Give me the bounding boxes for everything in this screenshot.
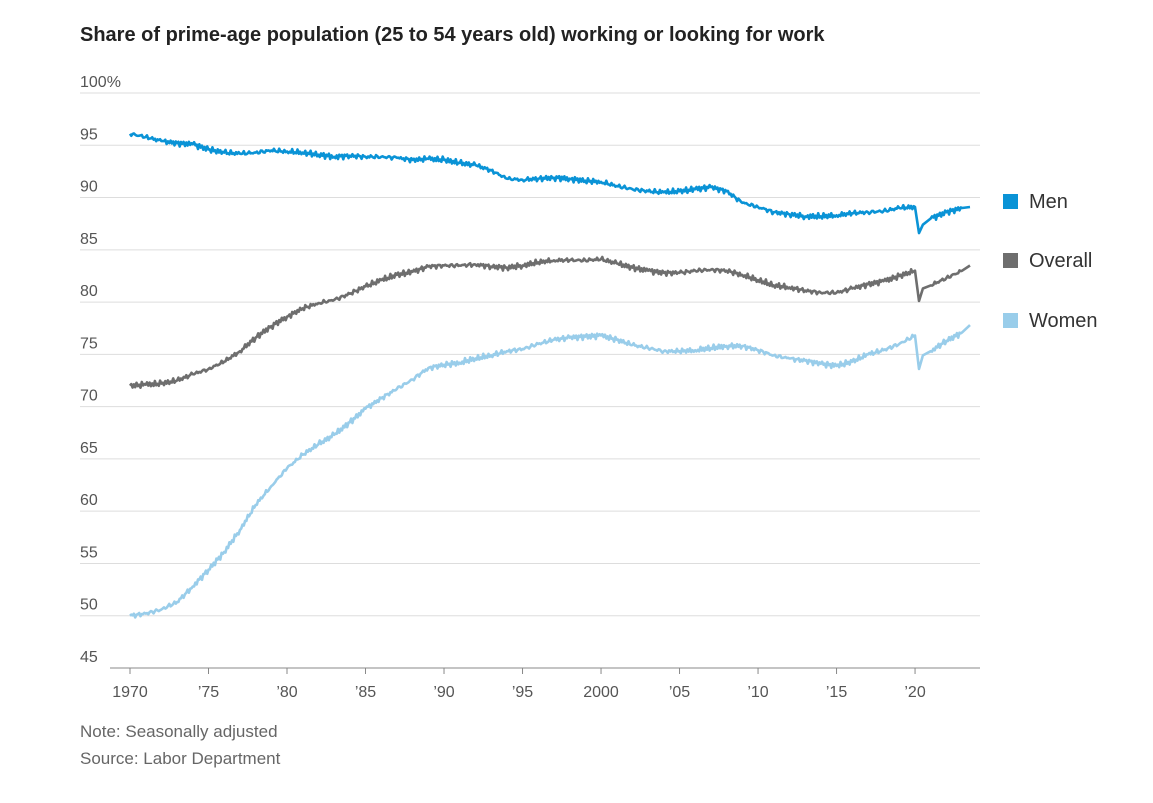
x-tick-label: ’10 (747, 684, 768, 701)
legend: Men Overall Women (1003, 191, 1098, 332)
y-tick-label: 65 (80, 440, 98, 457)
y-tick-label: 45 (80, 649, 98, 666)
y-tick-label: 50 (80, 597, 98, 614)
x-tick-label: ’95 (512, 684, 533, 701)
y-tick-label: 60 (80, 492, 98, 509)
y-tick-label: 100% (80, 74, 121, 91)
x-tick-label: ’75 (198, 684, 219, 701)
legend-label-men: Men (1029, 191, 1068, 213)
series-line-women (129, 324, 971, 619)
chart-title: Share of prime-age population (25 to 54 … (80, 24, 825, 46)
x-tick-label: ’15 (826, 684, 847, 701)
legend-swatch-women (1003, 313, 1018, 328)
gridlines (80, 92, 980, 617)
chart-source: Source: Labor Department (80, 749, 281, 768)
x-tick-label: ’20 (904, 684, 925, 701)
series-line-overall (128, 255, 971, 389)
x-tick-label: ’05 (669, 684, 690, 701)
y-tick-label: 95 (80, 126, 98, 143)
y-tick-label: 55 (80, 544, 98, 561)
chart-note: Note: Seasonally adjusted (80, 722, 278, 741)
y-tick-label: 70 (80, 388, 98, 405)
y-tick-label: 80 (80, 283, 98, 300)
legend-swatch-overall (1003, 253, 1018, 268)
x-axis: 1970 ’75 ’80 ’85 ’90 ’95 2000 ’05 ’10 ’15 ’20 (110, 667, 980, 701)
series-line-men (128, 132, 971, 235)
x-tick-label: ’85 (355, 684, 376, 701)
x-tick-label: 2000 (583, 684, 619, 701)
x-tick-label: ’90 (433, 684, 454, 701)
series-lines (128, 132, 971, 619)
legend-label-overall: Overall (1029, 250, 1092, 272)
y-axis-tick-labels: 100% 95 90 85 80 75 70 65 60 55 50 45 (80, 74, 121, 666)
x-tick-label: ’80 (276, 684, 297, 701)
legend-swatch-men (1003, 194, 1018, 209)
y-tick-label: 85 (80, 231, 98, 248)
x-tick-label: 1970 (112, 684, 148, 701)
legend-label-women: Women (1029, 310, 1098, 332)
y-tick-label: 90 (80, 179, 98, 196)
y-tick-label: 75 (80, 335, 98, 352)
